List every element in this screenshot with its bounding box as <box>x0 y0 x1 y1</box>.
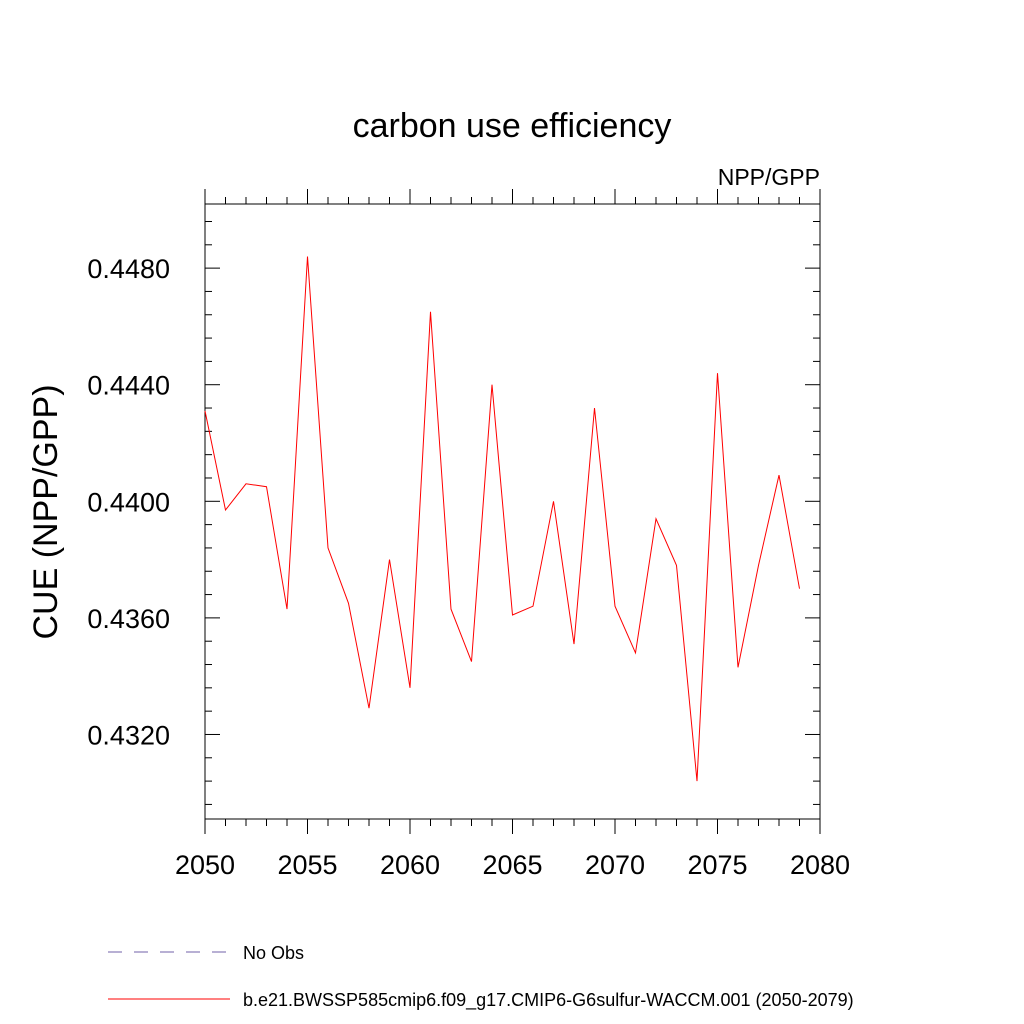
y-tick-label: 0.4400 <box>87 487 170 517</box>
data-series-line <box>204 256 800 782</box>
x-tick-label: 2050 <box>175 850 235 880</box>
series-lines <box>204 256 800 782</box>
legend: No Obs b.e21.BWSSP585cmip6.f09_g17.CMIP6-… <box>108 943 854 1011</box>
chart-title: carbon use efficiency <box>353 107 672 145</box>
x-tick-label: 2070 <box>585 850 645 880</box>
x-tick-label: 2075 <box>687 850 747 880</box>
x-tick-label: 2055 <box>277 850 337 880</box>
legend-label: No Obs <box>243 943 304 963</box>
tick-labels: 2050 2055 2060 2065 2070 2075 2080 0.4320 0.4360… <box>87 254 850 880</box>
plot-frame <box>204 203 821 820</box>
legend-label: b.e21.BWSSP585cmip6.f09_g17.CMIP6-G6sulf… <box>243 990 854 1011</box>
y-axis-label: CUE (NPP/GPP) <box>27 384 65 639</box>
x-tick-label: 2080 <box>790 850 850 880</box>
chart-subtitle: NPP/GPP <box>718 164 820 190</box>
x-tick-label: 2065 <box>482 850 542 880</box>
y-tick-label: 0.4320 <box>87 720 170 750</box>
x-tick-label: 2060 <box>380 850 440 880</box>
y-tick-label: 0.4360 <box>87 604 170 634</box>
y-tick-label: 0.4480 <box>87 254 170 284</box>
axis-ticks <box>204 189 821 834</box>
y-tick-label: 0.4440 <box>87 371 170 401</box>
